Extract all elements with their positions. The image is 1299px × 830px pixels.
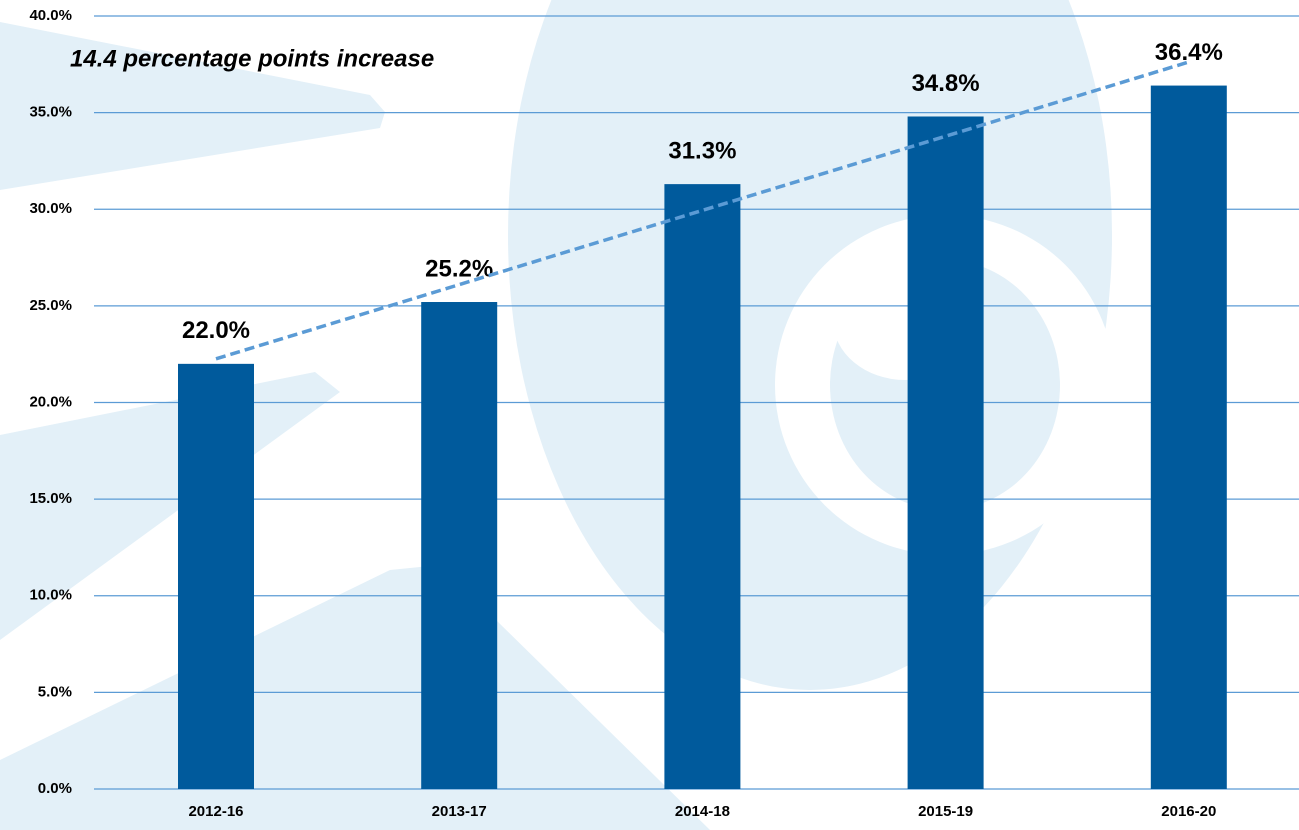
x-tick-label: 2013-17 <box>432 803 487 820</box>
y-tick-label: 15.0% <box>29 490 72 507</box>
x-tick-label: 2016-20 <box>1161 803 1216 820</box>
data-label: 22.0% <box>182 317 250 344</box>
x-tick-label: 2014-18 <box>675 803 730 820</box>
y-tick-label: 5.0% <box>38 683 72 700</box>
bar <box>421 302 498 789</box>
y-tick-label: 25.0% <box>29 297 72 314</box>
data-label: 36.4% <box>1155 39 1223 66</box>
bar <box>664 184 741 789</box>
trendline <box>215 60 1190 361</box>
bar <box>1150 85 1227 789</box>
bar <box>178 363 254 789</box>
data-label: 34.8% <box>912 70 980 97</box>
y-tick-label: 0.0% <box>38 780 72 797</box>
y-tick-label: 10.0% <box>29 587 72 604</box>
x-tick-label: 2015-19 <box>918 803 973 820</box>
y-tick-label: 30.0% <box>29 200 72 217</box>
y-tick-label: 35.0% <box>29 104 72 121</box>
x-tick-label: 2012-16 <box>188 803 243 820</box>
y-tick-label: 20.0% <box>29 393 72 410</box>
data-label: 31.3% <box>668 137 736 164</box>
annotation: 14.4 percentage points increase <box>70 45 434 72</box>
bar <box>907 116 984 790</box>
y-tick-label: 40.0% <box>29 7 72 24</box>
